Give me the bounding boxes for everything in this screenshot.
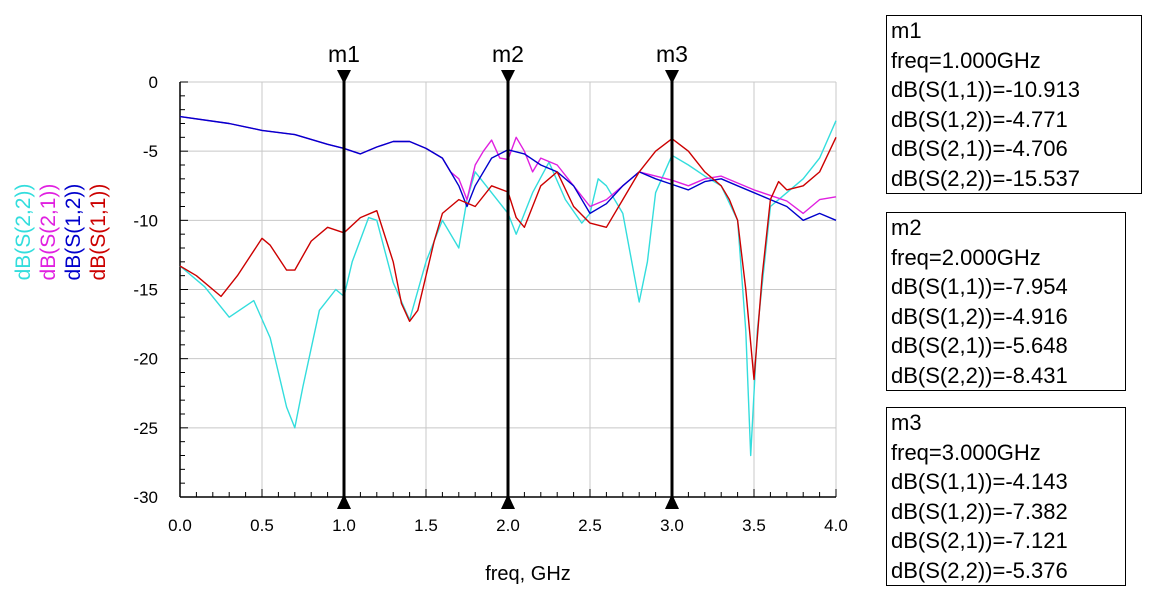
m1-title: m1 (891, 18, 922, 43)
x-tick-label: 4.0 (824, 516, 848, 535)
marker-top-triangle (337, 70, 351, 84)
x-tick-label: 3.0 (660, 516, 684, 535)
marker-bottom-triangle (665, 494, 679, 509)
y-tick-label: 0 (149, 73, 158, 92)
m2-s12: dB(S(1,2))=-4.916 (891, 303, 1068, 329)
marker-top-triangle (501, 70, 515, 84)
m2-s22: dB(S(2,2))=-8.431 (891, 362, 1068, 388)
y-tick-label: -15 (133, 281, 158, 300)
marker-label: m3 (656, 41, 688, 67)
m3-title: m3 (891, 410, 922, 435)
series-line (179, 137, 837, 381)
legend-entry: dB(S(2,2)) (12, 184, 35, 281)
y-tick-label: -5 (143, 142, 158, 161)
y-tick-label: -10 (133, 211, 158, 230)
m3-s22: dB(S(2,2))=-5.376 (891, 557, 1068, 583)
m1-s12: dB(S(1,2))=-4.771 (891, 106, 1068, 132)
x-tick-label: 1.0 (332, 516, 356, 535)
m2-s11: dB(S(1,1))=-7.954 (891, 274, 1068, 299)
m2-title: m2 (891, 215, 922, 240)
m1-s11: dB(S(1,1))=-10.913 (891, 77, 1080, 102)
y-tick-label: -20 (133, 350, 158, 369)
series-line (179, 115, 837, 222)
m3-freq: freq=3.000GHz (891, 439, 1041, 465)
m2-freq: freq=2.000GHz (891, 244, 1041, 270)
x-tick-label: 0.0 (168, 516, 192, 535)
x-tick-label: 2.0 (496, 516, 520, 535)
x-axis-title: freq, GHz (485, 563, 571, 585)
marker-top-triangle (665, 70, 679, 84)
marker-label: m1 (328, 41, 360, 67)
marker-label: m2 (492, 41, 524, 67)
marker-readout-m3: m3 freq=3.000GHz dB(S(1,1))=-4.143 dB(S(… (886, 407, 1126, 586)
marker-readout-m1: m1 freq=1.000GHz dB(S(1,1))=-10.913 dB(S… (886, 15, 1142, 194)
marker-bottom-triangle (501, 494, 515, 509)
y-tick-label: -25 (133, 419, 158, 438)
legend-entry: dB(S(2,1)) (37, 184, 60, 281)
x-tick-label: 2.5 (578, 516, 602, 535)
legend-entry: dB(S(1,2)) (62, 184, 85, 281)
m2-s21: dB(S(2,1))=-5.648 (891, 333, 1068, 358)
m3-s12: dB(S(1,2))=-7.382 (891, 498, 1068, 524)
marker-bottom-triangle (337, 494, 351, 509)
marker-readout-m2: m2 freq=2.000GHz dB(S(1,1))=-7.954 dB(S(… (886, 212, 1126, 391)
x-tick-label: 3.5 (742, 516, 766, 535)
legend-entry: dB(S(1,1)) (87, 184, 110, 281)
m1-s21: dB(S(2,1))=-4.706 (891, 136, 1068, 161)
m3-s11: dB(S(1,1))=-4.143 (891, 469, 1068, 494)
x-tick-label: 1.5 (414, 516, 438, 535)
y-tick-label: -30 (133, 488, 158, 507)
x-tick-label: 0.5 (250, 516, 274, 535)
m1-freq: freq=1.000GHz (891, 47, 1041, 73)
series-line (179, 120, 837, 457)
m1-s22: dB(S(2,2))=-15.537 (891, 165, 1080, 191)
m3-s21: dB(S(2,1))=-7.121 (891, 528, 1068, 553)
